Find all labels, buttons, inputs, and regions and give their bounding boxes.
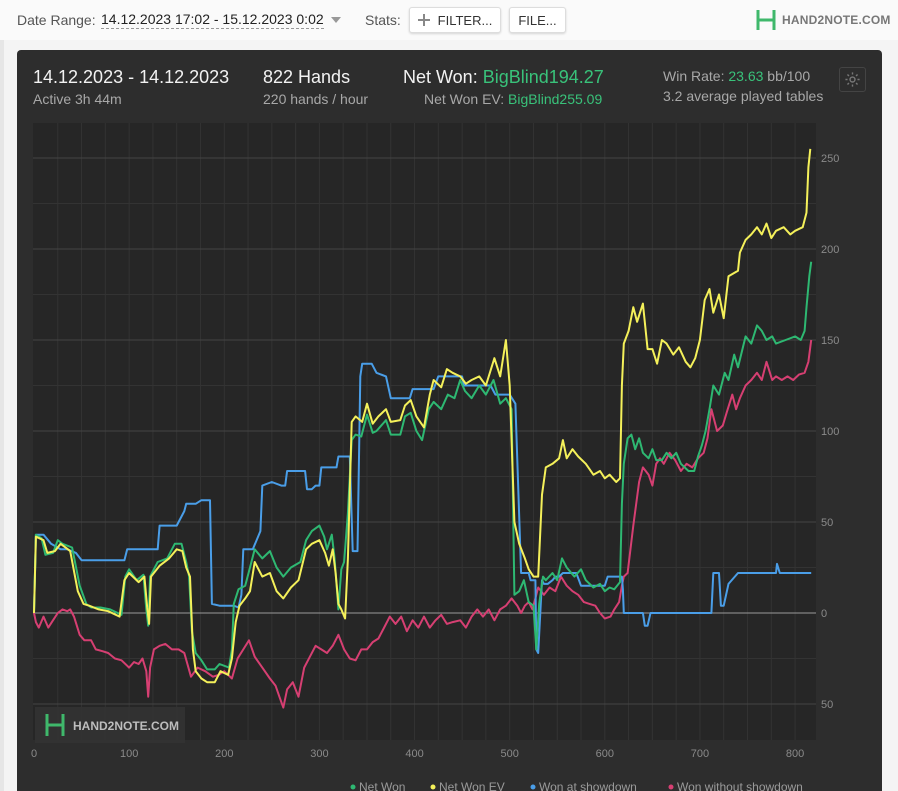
- x-tick-label: 0: [31, 748, 37, 760]
- file-button-label: FILE...: [518, 12, 557, 28]
- date-range-picker[interactable]: 14.12.2023 17:02 - 15.12.2023 0:02: [101, 11, 324, 29]
- legend-marker-net-won-ev: [430, 784, 436, 790]
- series-line-net-won-ev: [33, 148, 812, 684]
- y-axis: 250 200 150 100 50 0 50: [821, 153, 839, 711]
- y-tick-label: 0: [821, 608, 827, 620]
- date-span: 14.12.2023 - 14.12.2023: [33, 67, 230, 87]
- legend-marker-won-without-showdown: [668, 784, 674, 790]
- net-won-ev-value: BigBlind255.09: [508, 91, 603, 107]
- x-tick-label: 500: [500, 748, 518, 760]
- legend-label-net-won-ev[interactable]: Net Won EV: [439, 780, 505, 791]
- legend-marker-won-at-showdown: [530, 784, 536, 790]
- x-tick-label: 700: [691, 748, 709, 760]
- x-tick-label: 400: [405, 748, 423, 760]
- x-axis: 0 100 200 300 400 500 600 700 800: [31, 748, 804, 760]
- series-line-won-at-showdown: [33, 362, 812, 654]
- net-won-ev-label: Net Won EV:: [424, 91, 505, 107]
- win-rate-value: 23.63: [728, 68, 764, 84]
- legend-label-net-won[interactable]: Net Won: [359, 780, 405, 791]
- y-tick-label: 150: [821, 335, 839, 347]
- active-time: Active 3h 44m: [33, 91, 122, 107]
- x-tick-label: 200: [215, 748, 233, 760]
- legend-label-won-at-showdown[interactable]: Won at showdown: [539, 780, 637, 791]
- stats-label: Stats:: [365, 12, 401, 28]
- avg-tables: 3.2 average played tables: [663, 88, 824, 104]
- win-rate: Win Rate: 23.63 bb/100: [663, 68, 810, 84]
- x-tick-label: 300: [310, 748, 328, 760]
- caret-down-icon[interactable]: [331, 17, 341, 23]
- x-tick-label: 600: [596, 748, 614, 760]
- y-tick-label: 200: [821, 244, 839, 256]
- watermark-text: HAND2NOTE.COM: [73, 719, 179, 733]
- net-won-label: Net Won:: [403, 67, 478, 87]
- file-button[interactable]: FILE...: [509, 7, 566, 33]
- plus-icon: [417, 14, 430, 26]
- filter-button-label: FILTER...: [437, 12, 493, 28]
- hand2note-logo-icon: [756, 10, 776, 30]
- series-line-net-won: [33, 261, 813, 671]
- series-lines: [33, 148, 813, 709]
- legend: Net Won Net Won EV Won at showdown Won with…: [350, 780, 803, 791]
- win-rate-unit: bb/100: [767, 68, 811, 84]
- y-tick-label: 250: [821, 153, 839, 165]
- net-won-value: BigBlind194.27: [482, 67, 604, 87]
- hands-count: 822 Hands: [263, 67, 351, 87]
- brand-text: HAND2NOTE.COM: [782, 13, 891, 27]
- y-tick-label: 50: [821, 517, 833, 529]
- left-rule: [0, 40, 4, 791]
- y-tick-label: 100: [821, 426, 839, 438]
- grid: [33, 123, 816, 740]
- series-line-won-without-showdown: [33, 339, 813, 709]
- net-won-ev: Net Won EV: BigBlind255.09: [424, 91, 602, 107]
- legend-label-won-without-showdown[interactable]: Won without showdown: [677, 780, 803, 791]
- hand2note-watermark-icon: [45, 714, 65, 736]
- brand-logo[interactable]: HAND2NOTE.COM: [756, 9, 891, 31]
- legend-marker-net-won: [350, 784, 356, 790]
- x-tick-label: 100: [120, 748, 138, 760]
- win-rate-label: Win Rate:: [663, 68, 725, 84]
- settings-button[interactable]: [839, 67, 866, 92]
- filter-button[interactable]: FILTER...: [409, 7, 501, 33]
- x-tick-label: 800: [786, 748, 804, 760]
- y-tick-label: 50: [821, 699, 833, 711]
- net-won: Net Won: BigBlind194.27: [403, 67, 604, 88]
- date-range-label: Date Range:: [17, 12, 96, 28]
- watermark: HAND2NOTE.COM: [35, 707, 185, 743]
- gear-icon: [845, 72, 860, 87]
- hands-rate: 220 hands / hour: [263, 91, 369, 107]
